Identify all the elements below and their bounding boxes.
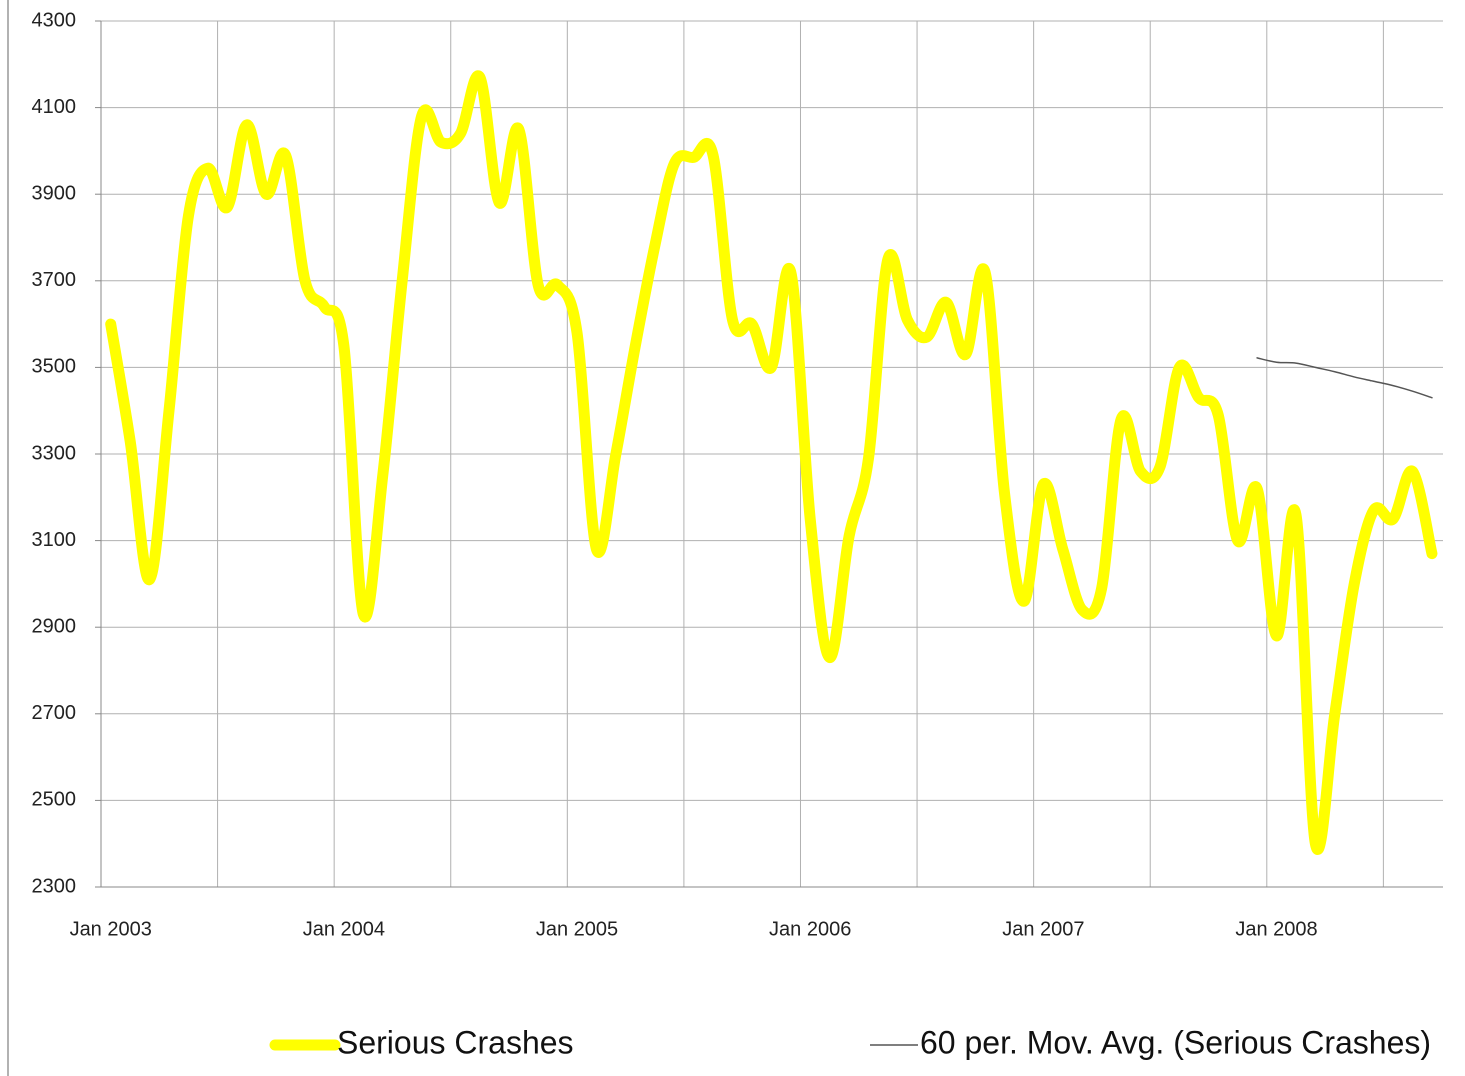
legend-label: Serious Crashes [337, 1024, 574, 1060]
series-line [105, 70, 1438, 855]
x-tick-label: Jan 2008 [1235, 918, 1317, 940]
y-tick-label: 4300 [32, 9, 77, 31]
y-tick-label: 3700 [32, 269, 77, 291]
y-tick-label: 3500 [32, 356, 77, 378]
plot: 2300 2500 2700 2900 3100 3300 3500 3700 3900 4100… [32, 9, 1443, 1060]
y-tick-label: 2900 [32, 615, 77, 637]
legend-label: 60 per. Mov. Avg. (Serious Crashes) [920, 1024, 1431, 1060]
x-tick-label: Jan 2005 [536, 918, 618, 940]
y-tick-label: 4100 [32, 96, 77, 118]
x-tick-label: Jan 2004 [303, 918, 385, 940]
y-tick-label: 3900 [32, 182, 77, 204]
x-tick-label: Jan 2007 [1002, 918, 1084, 940]
x-tick-label: Jan 2006 [769, 918, 851, 940]
series-line [1256, 357, 1433, 399]
y-tick-label: 2300 [32, 875, 77, 897]
y-tick-label: 3100 [32, 529, 77, 551]
y-tick-label: 3300 [32, 442, 77, 464]
y-tick-label: 2500 [32, 789, 77, 811]
x-tick-label: Jan 2003 [70, 918, 152, 940]
y-tick-label: 2700 [32, 702, 77, 724]
